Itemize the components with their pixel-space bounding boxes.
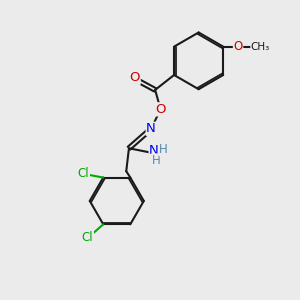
Text: O: O (130, 71, 140, 84)
Text: O: O (233, 40, 243, 53)
Text: CH₃: CH₃ (251, 42, 270, 52)
Text: Cl: Cl (78, 167, 89, 180)
Text: O: O (155, 103, 166, 116)
Text: H: H (159, 142, 168, 156)
Text: H: H (152, 154, 160, 167)
Text: N: N (146, 122, 156, 135)
Text: Cl: Cl (82, 230, 93, 244)
Text: N: N (149, 144, 159, 158)
